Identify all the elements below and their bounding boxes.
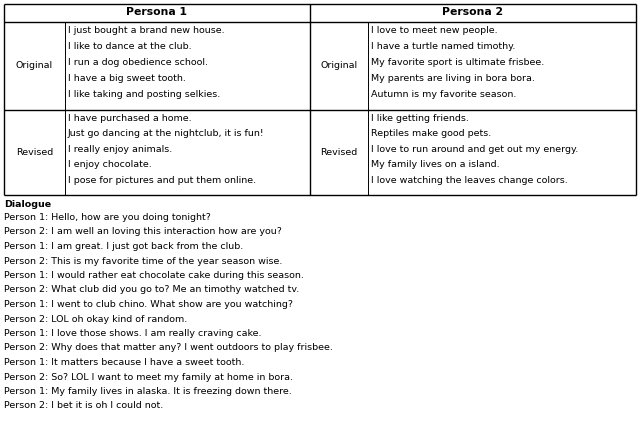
Text: I love to meet new people.: I love to meet new people. (371, 26, 498, 35)
Text: Dialogue: Dialogue (4, 200, 51, 209)
Text: I pose for pictures and put them online.: I pose for pictures and put them online. (68, 176, 256, 185)
Text: Autumn is my favorite season.: Autumn is my favorite season. (371, 90, 516, 99)
Text: I love watching the leaves change colors.: I love watching the leaves change colors… (371, 176, 568, 185)
Text: I have purchased a home.: I have purchased a home. (68, 114, 191, 123)
Text: My favorite sport is ultimate frisbee.: My favorite sport is ultimate frisbee. (371, 58, 544, 67)
Text: Person 2: I bet it is oh I could not.: Person 2: I bet it is oh I could not. (4, 402, 163, 410)
Text: Person 1: It matters because I have a sweet tooth.: Person 1: It matters because I have a sw… (4, 358, 244, 367)
Text: Person 2: So? LOL I want to meet my family at home in bora.: Person 2: So? LOL I want to meet my fami… (4, 372, 293, 381)
Text: I run a dog obedience school.: I run a dog obedience school. (68, 58, 208, 67)
Text: Person 1: I would rather eat chocolate cake during this season.: Person 1: I would rather eat chocolate c… (4, 271, 304, 280)
Text: Person 2: LOL oh okay kind of random.: Person 2: LOL oh okay kind of random. (4, 314, 188, 324)
Text: Person 2: What club did you go to? Me an timothy watched tv.: Person 2: What club did you go to? Me an… (4, 286, 300, 294)
Text: Original: Original (321, 61, 358, 71)
Text: I like to dance at the club.: I like to dance at the club. (68, 42, 191, 51)
Text: Person 1: I went to club chino. What show are you watching?: Person 1: I went to club chino. What sho… (4, 300, 293, 309)
Text: My family lives on a island.: My family lives on a island. (371, 160, 500, 170)
Text: Just go dancing at the nightclub, it is fun!: Just go dancing at the nightclub, it is … (68, 130, 264, 138)
Text: Person 1: Hello, how are you doing tonight?: Person 1: Hello, how are you doing tonig… (4, 213, 211, 222)
Text: I like getting friends.: I like getting friends. (371, 114, 469, 123)
Text: My parents are living in bora bora.: My parents are living in bora bora. (371, 74, 535, 83)
Text: Person 2: Why does that matter any? I went outdoors to play frisbee.: Person 2: Why does that matter any? I we… (4, 343, 333, 353)
Text: I enjoy chocolate.: I enjoy chocolate. (68, 160, 152, 170)
Text: I love to run around and get out my energy.: I love to run around and get out my ener… (371, 145, 579, 154)
Text: Persona 1: Persona 1 (127, 7, 188, 17)
Text: Persona 2: Persona 2 (442, 7, 504, 17)
Text: Original: Original (16, 61, 53, 71)
Text: I have a turtle named timothy.: I have a turtle named timothy. (371, 42, 515, 51)
Text: Person 1: I love those shows. I am really craving cake.: Person 1: I love those shows. I am reall… (4, 329, 262, 338)
Text: I like taking and posting selkies.: I like taking and posting selkies. (68, 90, 220, 99)
Text: Revised: Revised (16, 148, 53, 157)
Text: I have a big sweet tooth.: I have a big sweet tooth. (68, 74, 186, 83)
Text: Person 1: I am great. I just got back from the club.: Person 1: I am great. I just got back fr… (4, 242, 243, 251)
Text: I really enjoy animals.: I really enjoy animals. (68, 145, 172, 154)
Text: Person 2: I am well an loving this interaction how are you?: Person 2: I am well an loving this inter… (4, 227, 282, 237)
Text: Reptiles make good pets.: Reptiles make good pets. (371, 130, 492, 138)
Text: Person 1: My family lives in alaska. It is freezing down there.: Person 1: My family lives in alaska. It … (4, 387, 292, 396)
Text: I just bought a brand new house.: I just bought a brand new house. (68, 26, 225, 35)
Text: Person 2: This is my favorite time of the year season wise.: Person 2: This is my favorite time of th… (4, 257, 282, 265)
Text: Revised: Revised (321, 148, 358, 157)
